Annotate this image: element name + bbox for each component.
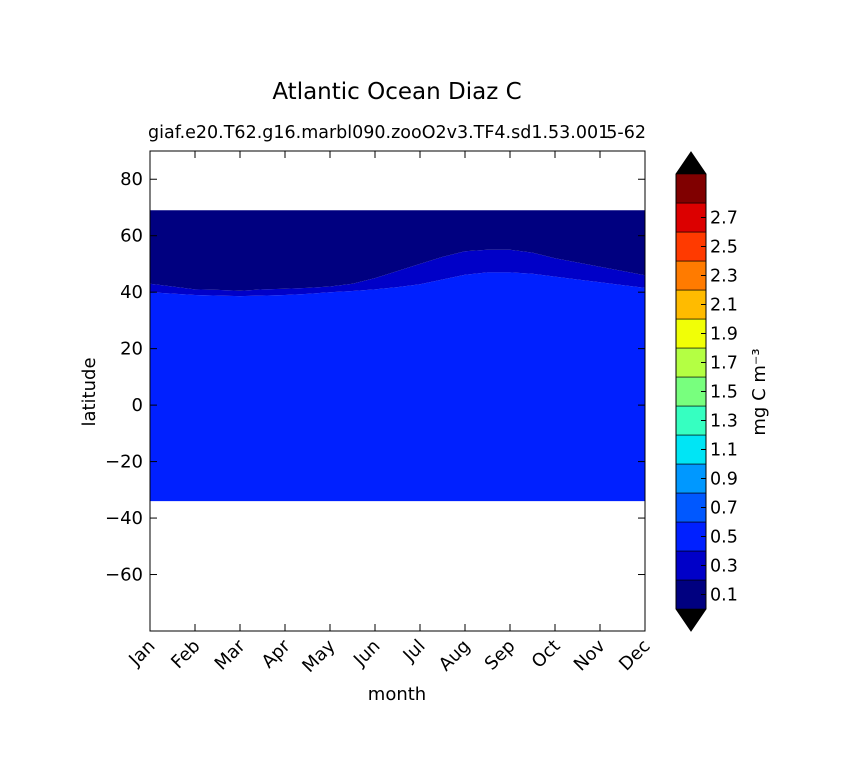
x-tick-label: Jun — [349, 636, 384, 671]
contour-region-mid — [150, 272, 645, 502]
x-tick-label: Feb — [167, 636, 204, 673]
colorbar-label: mg C m⁻³ — [749, 348, 770, 435]
x-tick-label: Aug — [435, 636, 475, 676]
x-tick-label: Sep — [481, 636, 520, 675]
x-tick-label: May — [298, 635, 339, 676]
y-tick-label: 40 — [120, 282, 143, 303]
x-tick-label: Apr — [258, 635, 295, 672]
colorbar-tick-label: 2.5 — [710, 238, 738, 258]
y-tick-label: 80 — [120, 169, 143, 190]
y-tick-label: −60 — [105, 565, 143, 586]
y-tick-label: 0 — [132, 395, 143, 416]
colorbar-tick-label: 2.1 — [710, 296, 738, 316]
colorbar-tick-label: 0.1 — [710, 586, 738, 606]
colorbar-outline — [675, 151, 707, 632]
plot-frame — [149, 150, 646, 632]
y-tick-label: −20 — [105, 452, 143, 473]
colorbar-tick-label: 1.3 — [710, 412, 738, 432]
colorbar-tick-label: 1.5 — [710, 383, 738, 403]
colorbar-tick-label: 1.9 — [710, 325, 738, 345]
colorbar-tick-label: 0.3 — [710, 557, 738, 577]
colorbar-tick-label: 1.1 — [710, 441, 738, 461]
x-axis-label: month — [368, 684, 426, 705]
y-tick-label: −40 — [105, 508, 143, 529]
x-tick-label: Jan — [124, 636, 159, 671]
chart-subtitle-left: giaf.e20.T62.g16.marbl090.zooO2v3.TF4.sd… — [148, 123, 609, 143]
colorbar-extend-high — [676, 152, 706, 174]
plot-fill-layer — [150, 210, 645, 502]
x-tick-label: Oct — [528, 636, 565, 673]
colorbar-tick-label: 2.7 — [710, 209, 738, 229]
x-tick-label: Jul — [399, 636, 430, 667]
colorbar: 0.1 0.3 0.5 0.7 0.9 1.1 1.3 1.5 1.7 1.9 2.1 2.3 2.5 2… — [675, 151, 738, 632]
contour-region-top — [150, 210, 645, 291]
y-tick-label: 20 — [120, 339, 143, 360]
chart-subtitle-right: 5-62 — [606, 123, 646, 143]
colorbar-extend-low — [676, 609, 706, 631]
x-tick-label: Mar — [211, 635, 250, 674]
colorbar-tick-label: 0.7 — [710, 499, 738, 519]
colorbar-tick-label: 2.3 — [710, 267, 738, 287]
contour-region-boundary — [150, 249, 645, 297]
colorbar-segment — [675, 173, 707, 204]
y-axis-label: latitude — [79, 357, 100, 426]
colorbar-tick-label: 0.5 — [710, 528, 738, 548]
y-axis: 80 60 40 20 0 −20 −40 −60 — [105, 169, 645, 586]
x-tick-label: Dec — [615, 636, 654, 675]
colorbar-tick-label: 1.7 — [710, 354, 738, 374]
colorbar-tick-label: 0.9 — [710, 470, 738, 490]
y-tick-label: 60 — [120, 226, 143, 247]
x-tick-label: Nov — [570, 635, 610, 675]
chart-title: Atlantic Ocean Diaz C — [272, 79, 521, 105]
